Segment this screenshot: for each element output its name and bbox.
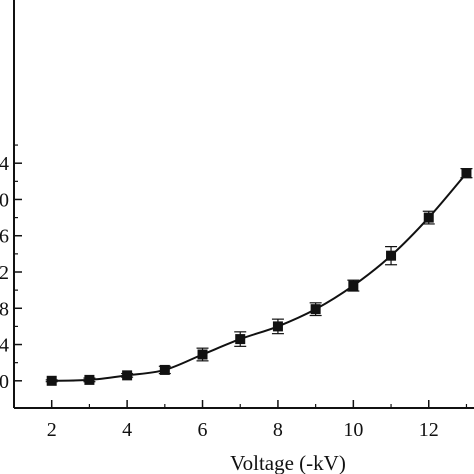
x-tick-label: 2 [47,419,57,441]
y-tick-label: 2 [0,262,9,284]
y-tick-label: 4 [0,153,9,175]
fit-curve [51,172,468,382]
data-point [122,370,133,381]
x-tick-label: 10 [343,419,363,441]
y-tick-label: 0 [0,189,9,211]
axes [13,0,474,409]
x-axis-label: Voltage (-kV) [230,451,346,474]
x-tick-label: 12 [419,419,439,441]
data-point [461,168,472,179]
y-tick-label: 6 [0,226,9,248]
x-axis-ticks: 2 4 6 8 10 12 [47,400,468,441]
data-points [46,168,472,386]
data-point [386,250,397,261]
x-tick-label: 4 [122,419,132,441]
data-point [310,304,321,315]
y-tick-label: 4 [0,335,9,357]
series-line [51,172,468,382]
error-bars [45,168,473,383]
data-point [84,374,95,385]
y-axis-ticks: 0 4 8 2 6 0 4 [0,144,22,393]
data-point [235,334,246,345]
x-tick-label: 8 [273,419,283,441]
data-point [423,212,434,223]
y-tick-label: 0 [0,371,9,393]
y-tick-label: 8 [0,298,9,320]
x-tick-label: 6 [198,419,208,441]
data-point [46,375,57,386]
data-point [197,349,208,360]
data-point [272,321,283,332]
data-point [348,280,359,291]
data-point [159,364,170,375]
